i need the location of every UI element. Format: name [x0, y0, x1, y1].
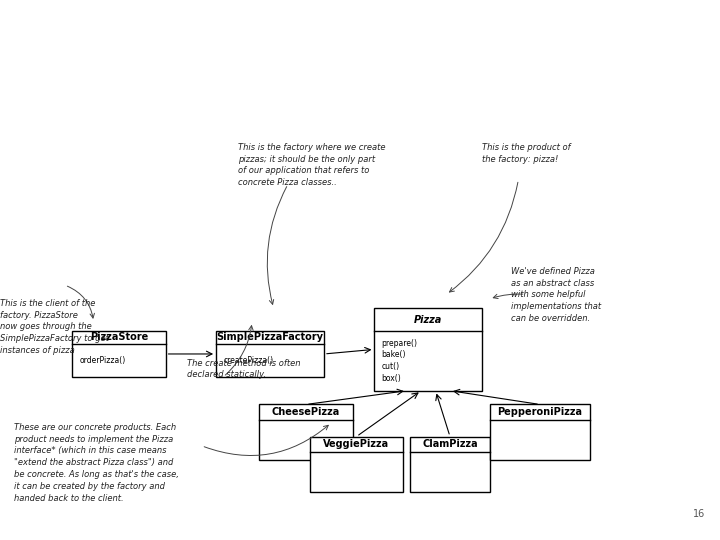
- Text: These are our concrete products. Each
product needs to implement the Pizza
inter: These are our concrete products. Each pr…: [14, 423, 179, 503]
- Text: PizzaStore: PizzaStore: [90, 333, 148, 342]
- Text: cut(): cut(): [382, 362, 400, 372]
- Bar: [216, 331, 324, 377]
- Text: orderPizza(): orderPizza(): [79, 356, 125, 365]
- Text: Class Diagram for Simple Factory: Class Diagram for Simple Factory: [29, 14, 720, 51]
- Bar: [72, 331, 166, 377]
- Text: createPizza(): createPizza(): [223, 356, 274, 365]
- Text: CheesePizza: CheesePizza: [272, 407, 340, 417]
- Text: prepare(): prepare(): [382, 339, 418, 348]
- Text: bake(): bake(): [382, 350, 406, 360]
- Bar: [374, 308, 482, 391]
- Bar: [310, 436, 403, 492]
- Text: ClamPizza: ClamPizza: [422, 440, 478, 449]
- Text: VeggiePizza: VeggiePizza: [323, 440, 390, 449]
- Text: This is the product of
the factory: pizza!: This is the product of the factory: pizz…: [482, 143, 571, 164]
- Text: Pizza: Pizza: [414, 315, 443, 325]
- Bar: [490, 404, 590, 460]
- Text: box(): box(): [382, 374, 401, 383]
- Text: This is the factory where we create
pizzas; it should be the only part
of our ap: This is the factory where we create pizz…: [238, 143, 385, 187]
- Bar: [410, 436, 490, 492]
- Text: PepperoniPizza: PepperoniPizza: [498, 407, 582, 417]
- Bar: [259, 404, 353, 460]
- Text: SimplePizzaFactory: SimplePizzaFactory: [217, 333, 323, 342]
- Text: This is the client of the
factory. PizzaStore
now goes through the
SimplePizzaFa: This is the client of the factory. Pizza…: [0, 299, 109, 355]
- Text: The create method is often
declared statically.: The create method is often declared stat…: [187, 359, 301, 380]
- Text: 16: 16: [693, 509, 706, 519]
- Text: We've defined Pizza
as an abstract class
with some helpful
implementations that
: We've defined Pizza as an abstract class…: [511, 267, 601, 323]
